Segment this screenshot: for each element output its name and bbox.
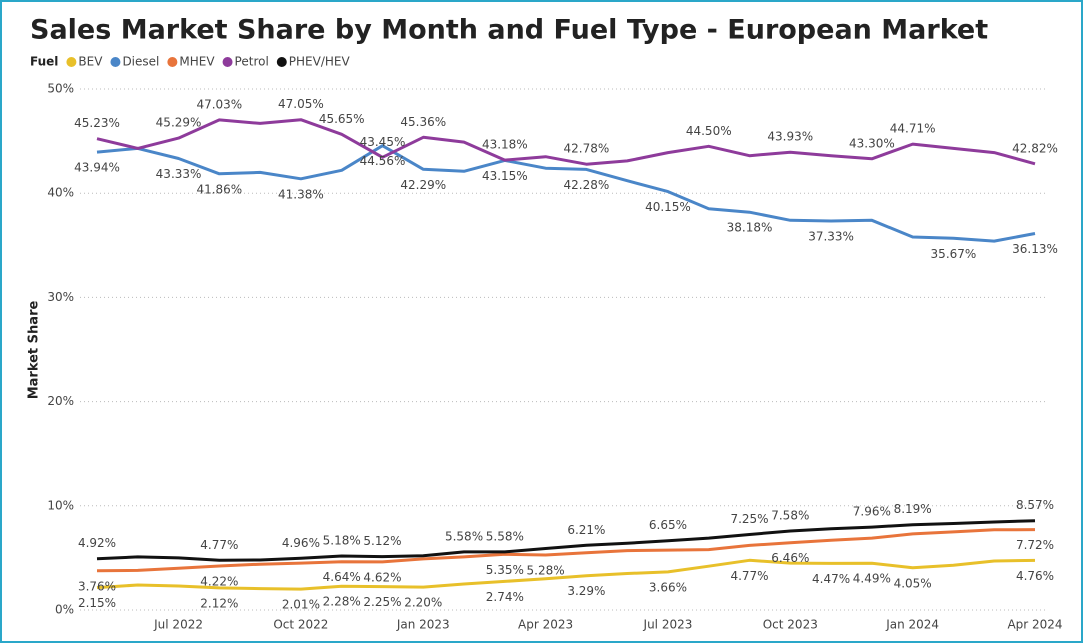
data-label: 43.33% xyxy=(156,167,202,181)
data-label: 4.77% xyxy=(730,569,768,583)
x-tick-label: Oct 2022 xyxy=(273,618,328,632)
data-label: 5.58% xyxy=(445,529,483,543)
data-label: 4.49% xyxy=(853,572,891,586)
y-tick-label: 50% xyxy=(47,82,74,96)
legend-title: Fuel xyxy=(30,55,58,69)
y-tick-label: 0% xyxy=(55,603,74,617)
chart-title: Sales Market Share by Month and Fuel Typ… xyxy=(30,15,988,46)
data-label: 2.28% xyxy=(323,595,361,609)
y-tick-label: 30% xyxy=(47,290,74,304)
legend-label: MHEV xyxy=(179,55,215,69)
data-label: 38.18% xyxy=(727,221,773,235)
x-tick-label: Jul 2022 xyxy=(153,618,203,632)
data-label: 4.77% xyxy=(200,538,238,552)
data-label: 42.82% xyxy=(1012,141,1058,155)
data-label: 45.29% xyxy=(156,116,202,130)
series-line xyxy=(96,519,1036,562)
data-label: 2.20% xyxy=(404,596,442,610)
data-label: 8.19% xyxy=(894,502,932,516)
data-label: 41.86% xyxy=(196,182,242,196)
data-label: 43.30% xyxy=(849,136,895,150)
data-label: 3.76% xyxy=(78,579,116,593)
data-label: 2.25% xyxy=(363,595,401,609)
series-line xyxy=(96,558,1036,591)
data-label: 2.74% xyxy=(486,590,524,604)
data-label: 3.29% xyxy=(567,584,605,598)
y-tick-label: 40% xyxy=(47,186,74,200)
data-label: 4.96% xyxy=(282,536,320,550)
data-label: 4.92% xyxy=(78,536,116,550)
legend-swatch xyxy=(110,57,121,67)
data-label: 5.28% xyxy=(527,563,565,577)
x-tick-label: Jan 2023 xyxy=(396,618,450,632)
data-label: 5.18% xyxy=(323,534,361,548)
data-label: 8.57% xyxy=(1016,498,1054,512)
legend-label: PHEV/HEV xyxy=(289,55,351,69)
data-label: 43.93% xyxy=(767,130,813,144)
series-line xyxy=(96,144,1036,243)
legend-swatch xyxy=(167,57,178,67)
y-axis-label: Market Share xyxy=(27,301,42,400)
data-label: 40.15% xyxy=(645,200,691,214)
data-label: 41.38% xyxy=(278,187,324,201)
y-tick-label: 10% xyxy=(47,498,74,512)
data-label: 43.94% xyxy=(74,161,120,175)
data-label: 4.62% xyxy=(363,570,401,584)
data-label: 4.64% xyxy=(323,570,361,584)
data-label: 45.23% xyxy=(74,116,120,130)
data-label: 6.21% xyxy=(567,523,605,537)
legend-swatch xyxy=(222,57,233,67)
data-label: 4.05% xyxy=(894,576,932,590)
data-label: 5.12% xyxy=(363,534,401,548)
legend-swatch xyxy=(66,57,77,67)
data-label: 42.28% xyxy=(564,178,610,192)
x-tick-label: Jan 2024 xyxy=(885,618,939,632)
data-label: 44.56% xyxy=(360,154,406,168)
data-label: 4.22% xyxy=(200,575,238,589)
series-line xyxy=(96,528,1036,573)
x-tick-label: Apr 2024 xyxy=(1007,618,1062,632)
data-label: 42.29% xyxy=(400,178,446,192)
data-label: 43.15% xyxy=(482,169,528,183)
data-label: 37.33% xyxy=(808,230,854,244)
data-label: 7.25% xyxy=(730,512,768,526)
data-label: 47.05% xyxy=(278,97,324,111)
x-tick-label: Jul 2023 xyxy=(643,618,693,632)
data-label: 44.50% xyxy=(686,124,732,138)
data-label: 3.66% xyxy=(649,580,687,594)
data-label: 2.15% xyxy=(78,596,116,610)
data-label: 4.47% xyxy=(812,572,850,586)
data-label: 44.71% xyxy=(890,122,936,136)
data-label: 35.67% xyxy=(931,247,977,261)
series-line xyxy=(96,118,1036,166)
legend-swatch xyxy=(276,57,287,67)
data-label: 43.45% xyxy=(360,135,406,149)
data-label: 43.18% xyxy=(482,138,528,152)
data-label: 36.13% xyxy=(1012,242,1058,256)
data-label: 45.65% xyxy=(319,112,365,126)
data-label: 5.35% xyxy=(486,563,524,577)
legend-label: Petrol xyxy=(235,55,269,69)
data-label: 7.96% xyxy=(853,505,891,519)
data-label: 7.58% xyxy=(771,509,809,523)
data-label: 2.12% xyxy=(200,596,238,610)
data-label: 5.58% xyxy=(486,529,524,543)
data-label: 42.78% xyxy=(564,142,610,156)
data-label: 6.46% xyxy=(771,551,809,565)
y-tick-label: 20% xyxy=(47,394,74,408)
legend-label: BEV xyxy=(78,55,103,69)
data-label: 47.03% xyxy=(196,97,242,111)
x-tick-label: Oct 2023 xyxy=(763,618,818,632)
data-label: 45.36% xyxy=(400,115,446,129)
legend-label: Diesel xyxy=(122,55,159,69)
data-label: 6.65% xyxy=(649,518,687,532)
data-label: 7.72% xyxy=(1016,538,1054,552)
x-tick-label: Apr 2023 xyxy=(518,618,573,632)
data-label: 2.01% xyxy=(282,598,320,612)
data-label: 4.76% xyxy=(1016,569,1054,583)
